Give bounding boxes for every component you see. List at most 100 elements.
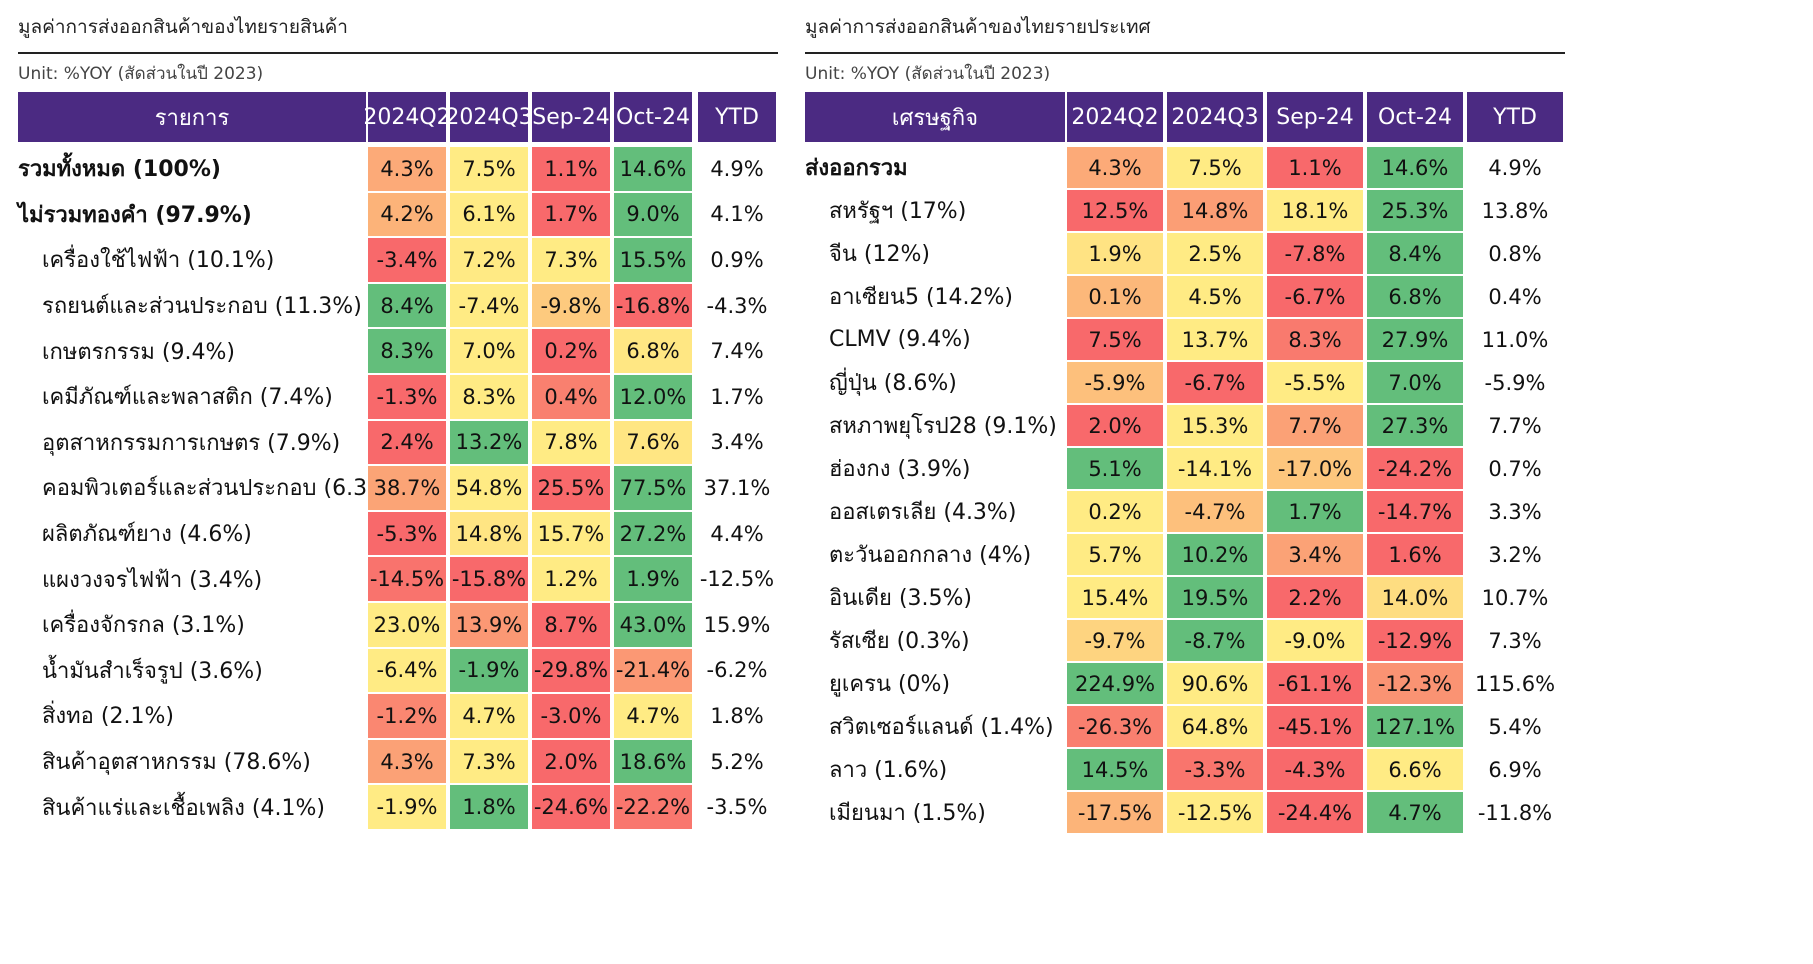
ytd-cell: 15.9% [703,612,771,637]
ytd-cell: -5.9% [1484,370,1546,395]
value-cell: -17.0% [1267,448,1363,489]
table-row: รถยนต์และส่วนประกอบ (11.3%) 8.4% -7.4% -9.8… [18,283,778,328]
ytd-cell: 4.9% [710,156,764,181]
title-divider [18,52,778,54]
value-cell: -1.9% [368,785,446,829]
ytd-cell: 4.4% [710,521,764,546]
header-cell-4: Oct-24 [1367,92,1463,142]
value-cell: -1.9% [450,648,528,693]
row-label: สินค้าอุตสาหกรรม (78.6%) [42,750,311,776]
value-cell: -21.4% [614,648,692,693]
row-label: รวมทั้งหมด (100%) [18,157,221,183]
table-row: อินเดีย (3.5%) 15.4% 19.5% 2.2% 14.0% 10.7% [805,577,1565,618]
table-row: สินค้าอุตสาหกรรม (78.6%) 4.3% 7.3% 2.0% 18.6… [18,739,778,784]
value-cell: 90.6% [1167,663,1263,704]
value-cell: 2.0% [532,739,610,784]
value-cell: 1.1% [1267,147,1363,188]
value-cell: -12.9% [1367,620,1463,661]
value-cell: -1.2% [368,694,446,738]
row-label: สหรัฐฯ (17%) [829,199,967,224]
value-cell: 7.5% [450,147,528,191]
value-cell: 18.1% [1267,190,1363,231]
ytd-cell: 0.4% [1488,284,1542,309]
value-cell: 224.9% [1067,663,1163,704]
value-cell: 54.8% [450,466,528,510]
row-label: ญี่ปุ่น (8.6%) [829,371,957,396]
row-label: ฮ่องกง (3.9%) [829,457,971,482]
panel-title: มูลค่าการส่งออกสินค้าของไทยรายประเทศ [805,16,1151,38]
ytd-cell: 37.1% [703,475,771,500]
value-cell: 3.4% [1267,534,1363,575]
row-label: รัสเซีย (0.3%) [829,629,970,654]
ytd-cell: 6.9% [1488,757,1542,782]
header-cell-3: Sep-24 [1267,92,1363,142]
value-cell: 14.6% [1367,147,1463,188]
table-row: สหรัฐฯ (17%) 12.5% 14.8% 18.1% 25.3% 13.8% [805,190,1565,231]
value-cell: -45.1% [1267,706,1363,747]
value-cell: -3.0% [532,694,610,738]
value-cell: 4.3% [368,739,446,784]
value-cell: 5.7% [1067,534,1163,575]
value-cell: 15.4% [1067,577,1163,618]
value-cell: 4.3% [1067,147,1163,188]
value-cell: 14.0% [1367,577,1463,618]
value-cell: 127.1% [1367,706,1463,747]
row-label: ลาว (1.6%) [829,758,948,783]
row-label: ส่งออกรวม [805,156,908,181]
value-cell: 5.1% [1067,448,1163,489]
value-cell: 1.9% [1067,233,1163,274]
value-cell: 7.0% [1367,362,1463,403]
table-row: สวิตเซอร์แลนด์ (1.4%) -26.3% 64.8% -45.1% 12… [805,706,1565,747]
table-row: แผงวงจรไฟฟ้า (3.4%) -14.5% -15.8% 1.2% 1.9% -… [18,557,778,601]
header-cell-3: Sep-24 [532,92,610,142]
value-cell: -26.3% [1067,706,1163,747]
value-cell: 12.0% [614,375,692,419]
table-row: คอมพิวเตอร์และส่วนประกอบ (6.3%) 38.7% 54.8… [18,466,778,510]
value-cell: 1.6% [1367,534,1463,575]
table-row: ตะวันออกกลาง (4%) 5.7% 10.2% 3.4% 1.6% 3.2% [805,534,1565,575]
row-label: แผงวงจรไฟฟ้า (3.4%) [42,567,263,593]
value-cell: 1.9% [614,557,692,601]
header-cell-1: 2024Q2 [1067,92,1163,142]
table-row: CLMV (9.4%) 7.5% 13.7% 8.3% 27.9% 11.0% [805,319,1565,360]
value-cell: 0.2% [532,329,610,373]
value-cell: -12.5% [1167,792,1263,833]
value-cell: 4.7% [1367,792,1463,833]
value-cell: 15.3% [1167,405,1263,446]
value-cell: 2.0% [1067,405,1163,446]
table-row: รวมทั้งหมด (100%) 4.3% 7.5% 1.1% 14.6% 4.9% [18,147,778,191]
value-cell: 8.4% [1367,233,1463,274]
table-row: ไม่รวมทองคำ (97.9%) 4.2% 6.1% 1.7% 9.0% 4.1% [18,192,778,237]
value-cell: 25.5% [532,466,610,510]
ytd-cell: 4.1% [710,202,764,227]
table-row: ลาว (1.6%) 14.5% -3.3% -4.3% 6.6% 6.9% [805,749,1565,790]
row-label: เมียนมา (1.5%) [829,801,986,826]
table-row: เคมีภัณฑ์และพลาสติก (7.4%) -1.3% 8.3% 0.4% 1… [18,375,778,419]
table-row: อาเซียน5 (14.2%) 0.1% 4.5% -6.7% 6.8% 0.4% [805,276,1565,317]
value-cell: 1.2% [532,557,610,601]
title-divider [805,52,1565,54]
table-row: รัสเซีย (0.3%) -9.7% -8.7% -9.0% -12.9% 7.3% [805,620,1565,661]
value-cell: 27.9% [1367,319,1463,360]
value-cell: -6.7% [1267,276,1363,317]
value-cell: -12.3% [1367,663,1463,704]
table-row: ฮ่องกง (3.9%) 5.1% -14.1% -17.0% -24.2% 0.7% [805,448,1565,489]
table-row: จีน (12%) 1.9% 2.5% -7.8% 8.4% 0.8% [805,233,1565,274]
row-label: สินค้าแร่และเชื้อเพลิง (4.1%) [42,795,325,821]
value-cell: -24.2% [1367,448,1463,489]
value-cell: 23.0% [368,603,446,647]
value-cell: 6.1% [450,192,528,237]
value-cell: -4.3% [1267,749,1363,790]
table-row: สิ่งทอ (2.1%) -1.2% 4.7% -3.0% 4.7% 1.8% [18,694,778,738]
value-cell: -1.3% [368,375,446,419]
value-cell: 8.7% [532,603,610,647]
value-cell: 7.7% [1267,405,1363,446]
value-cell: 2.2% [1267,577,1363,618]
table-row: เมียนมา (1.5%) -17.5% -12.5% -24.4% 4.7% -11.… [805,792,1565,833]
table-row: ผลิตภัณฑ์ยาง (4.6%) -5.3% 14.8% 15.7% 27.2% 4… [18,511,778,556]
row-label: อุตสาหกรรมการเกษตร (7.9%) [42,430,341,456]
row-label: เคมีภัณฑ์และพลาสติก (7.4%) [42,385,333,411]
ytd-cell: -6.2% [706,658,768,683]
value-cell: -24.4% [1267,792,1363,833]
value-cell: -5.9% [1067,362,1163,403]
